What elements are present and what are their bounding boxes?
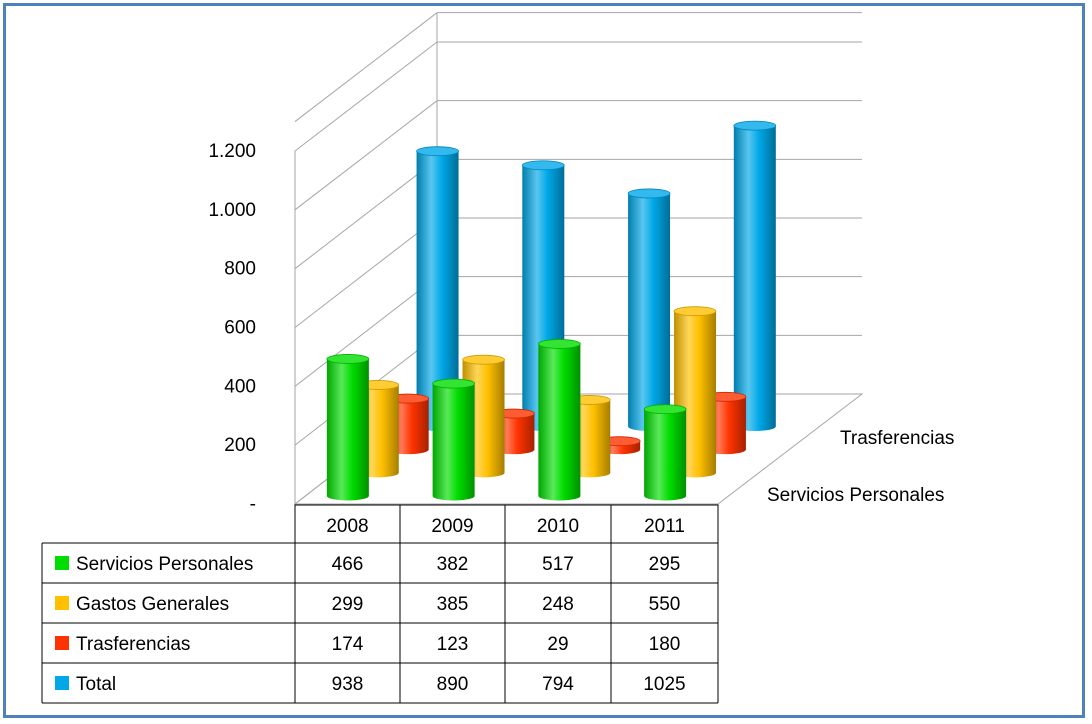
y-tick-label: 1.200 [208, 141, 256, 162]
table-cell: 550 [649, 594, 681, 615]
table-cell: 385 [437, 594, 469, 615]
table-cell: 1025 [643, 674, 685, 695]
bar-body [733, 125, 776, 432]
table-cell: 248 [542, 594, 574, 615]
table-row-label: Trasferencias [76, 634, 190, 655]
legend-key [55, 636, 69, 650]
table-cell: 299 [332, 594, 364, 615]
table-row-label: Total [76, 674, 116, 695]
y-tick-label: - [250, 494, 256, 515]
side-gridline [294, 158, 438, 270]
y-tick-label: 200 [224, 435, 256, 456]
bar-body [432, 383, 475, 501]
legend-key [55, 596, 69, 610]
table-cell: 382 [437, 554, 469, 575]
bar-top [733, 120, 777, 131]
depth-axis-label: Trasferencias [840, 428, 954, 449]
bar-top [643, 404, 687, 415]
bar-top [432, 378, 476, 389]
bar-top [416, 146, 459, 157]
x-category-label: 2008 [326, 516, 368, 537]
bar-body [644, 409, 687, 501]
table-cell: 29 [547, 634, 568, 655]
bar-body [326, 358, 369, 501]
y-tick-label: 400 [224, 376, 256, 397]
bar-top [673, 306, 717, 317]
table-cell: 517 [542, 554, 574, 575]
bar-top [537, 339, 581, 349]
table-cell: 938 [332, 674, 364, 695]
y-tick-label: 600 [224, 318, 256, 339]
table-cell: 180 [649, 634, 681, 655]
table-cell: 295 [649, 554, 681, 575]
side-gridline [294, 41, 438, 152]
x-category-label: 2011 [644, 516, 685, 537]
bar-top [627, 188, 671, 199]
y-tick-label: 800 [224, 259, 256, 280]
table-cell: 466 [332, 554, 364, 575]
side-gridline [294, 100, 438, 211]
x-category-label: 2009 [431, 516, 473, 537]
table-cell: 174 [332, 634, 364, 655]
y-tick-label: 1.000 [208, 200, 256, 221]
side-gridline [294, 12, 438, 122]
bar-top [462, 354, 505, 365]
x-category-label: 2010 [537, 516, 579, 537]
table-cell: 123 [437, 634, 469, 655]
depth-axis-label: Servicios Personales [767, 485, 944, 506]
table-row-label: Gastos Generales [76, 594, 229, 615]
legend-key [55, 676, 69, 690]
legend-key [55, 556, 69, 570]
bar-body [416, 151, 459, 432]
bar-body [628, 193, 671, 432]
table-cell: 794 [542, 674, 574, 695]
bar-top [521, 160, 565, 171]
side-gridline [294, 276, 438, 387]
bar-body [538, 343, 581, 501]
side-gridline [294, 217, 438, 328]
table-cell: 890 [437, 674, 469, 695]
table-row-label: Servicios Personales [76, 554, 253, 575]
bar-top [326, 354, 370, 364]
